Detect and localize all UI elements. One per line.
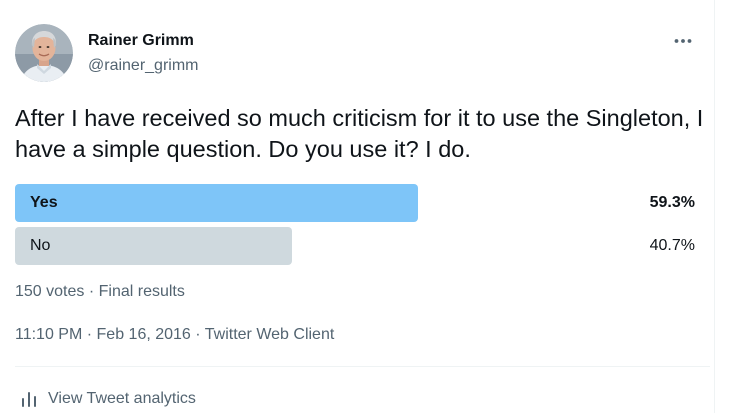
- poll-meta: 150 votes · Final results: [15, 283, 185, 301]
- poll-option-percent: 59.3%: [649, 194, 695, 211]
- tweet-text: After I have received so much criticism …: [15, 105, 704, 162]
- author-handle[interactable]: @rainer_grimm: [88, 57, 199, 74]
- avatar[interactable]: [15, 24, 73, 82]
- poll-bar-yes: [15, 184, 418, 222]
- column-border: [714, 0, 715, 413]
- poll-option-yes[interactable]: Yes 59.3%: [15, 184, 695, 222]
- more-dots-icon: [674, 39, 692, 43]
- tweet-date[interactable]: Feb 16, 2016: [96, 326, 191, 343]
- poll-option-label: Yes: [30, 194, 58, 211]
- poll-option-no[interactable]: No 40.7%: [15, 227, 695, 265]
- poll-option-label: No: [30, 237, 51, 254]
- tweet-client[interactable]: Twitter Web Client: [204, 326, 335, 343]
- analytics-label: View Tweet analytics: [48, 390, 196, 407]
- view-tweet-analytics-link[interactable]: View Tweet analytics: [15, 388, 196, 410]
- timestamp-separator: ·: [86, 326, 93, 343]
- author-name[interactable]: Rainer Grimm: [88, 32, 194, 49]
- timestamp-row: 11:10 PM · Feb 16, 2016 · Twitter Web Cl…: [15, 326, 334, 344]
- bar-chart-icon: [19, 389, 39, 409]
- poll-meta-separator: ·: [88, 283, 95, 300]
- poll-bar-no: [15, 227, 292, 265]
- poll-status: Final results: [98, 283, 185, 300]
- avatar-image: [15, 24, 73, 82]
- more-options-button[interactable]: [668, 28, 698, 54]
- tweet-time[interactable]: 11:10 PM: [15, 326, 83, 343]
- poll-votes: 150 votes: [15, 283, 85, 300]
- poll-option-percent: 40.7%: [649, 237, 695, 254]
- timestamp-separator: ·: [195, 326, 201, 343]
- divider: [15, 366, 710, 367]
